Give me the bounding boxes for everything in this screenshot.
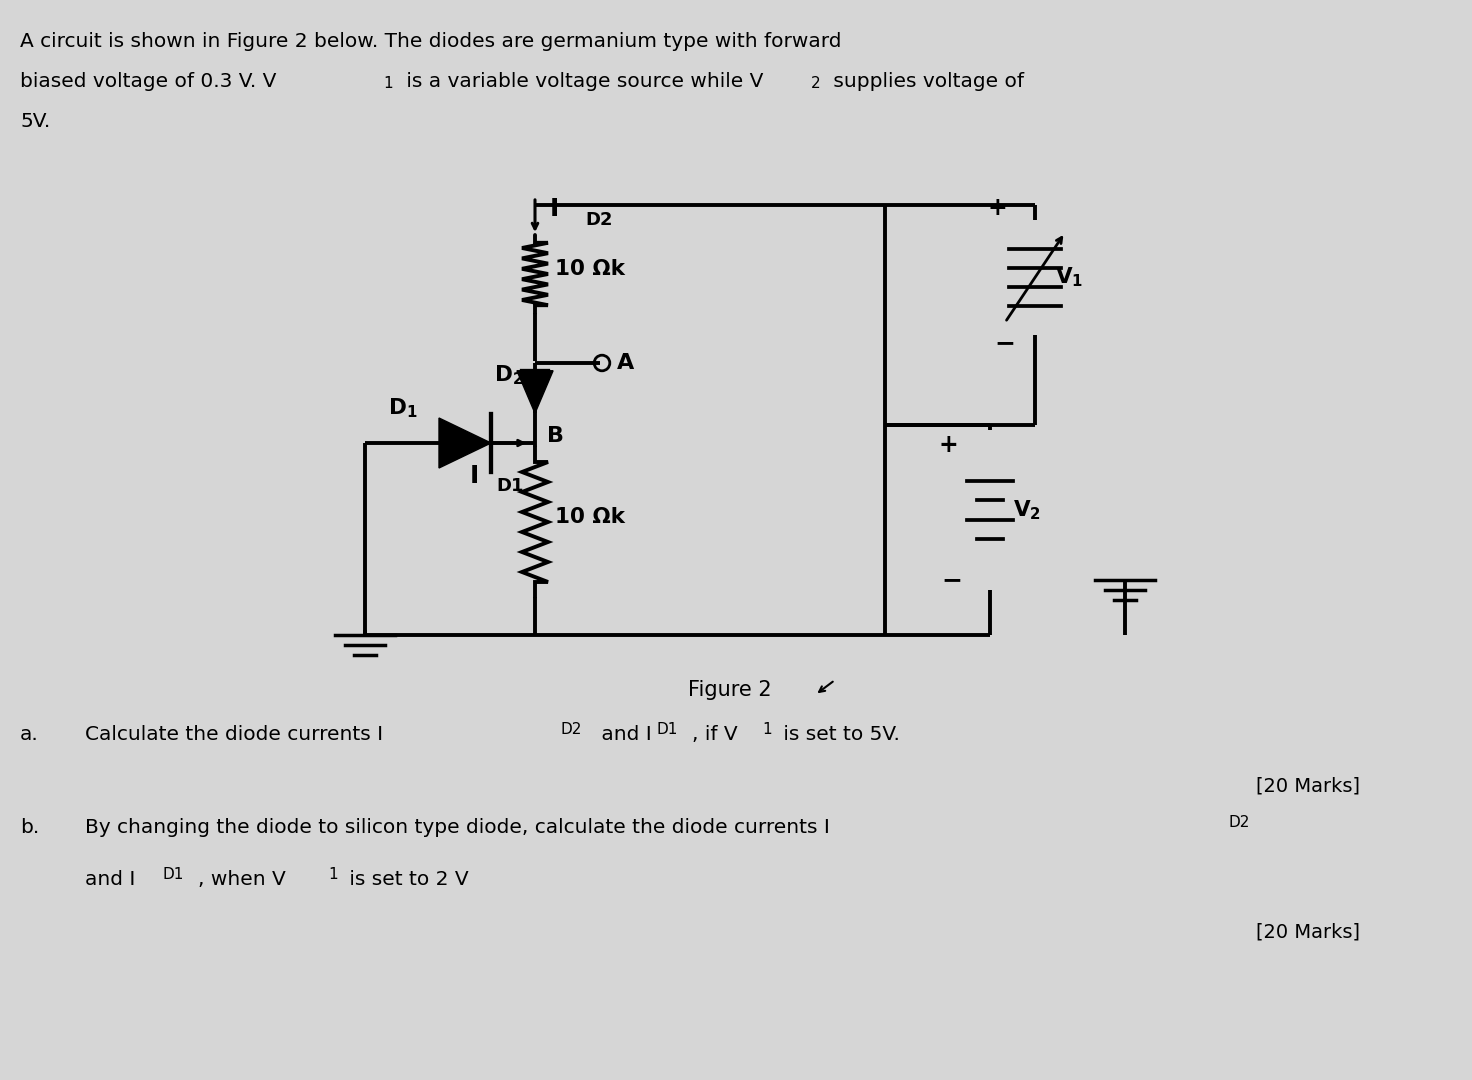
Text: B: B xyxy=(548,426,564,446)
Text: [20 Marks]: [20 Marks] xyxy=(1256,777,1360,796)
Text: $\mathbf{I}$: $\mathbf{I}$ xyxy=(468,464,477,488)
Text: 5V.: 5V. xyxy=(21,112,50,131)
Text: supplies voltage of: supplies voltage of xyxy=(827,72,1025,91)
Text: −: − xyxy=(942,568,963,592)
Text: D1: D1 xyxy=(163,867,184,882)
Text: D1: D1 xyxy=(657,723,679,737)
Text: A circuit is shown in Figure 2 below. The diodes are germanium type with forward: A circuit is shown in Figure 2 below. Th… xyxy=(21,32,842,51)
Text: is a variable voltage source while V: is a variable voltage source while V xyxy=(400,72,764,91)
Text: D2: D2 xyxy=(584,211,612,229)
Text: D2: D2 xyxy=(1228,815,1250,831)
Text: [20 Marks]: [20 Marks] xyxy=(1256,923,1360,942)
Text: $\mathbf{D_2}$: $\mathbf{D_2}$ xyxy=(493,363,523,387)
Text: Figure 2: Figure 2 xyxy=(689,680,771,700)
Text: , if V: , if V xyxy=(692,725,737,744)
Text: , when V: , when V xyxy=(199,870,286,889)
Text: $\mathbf{V_1}$: $\mathbf{V_1}$ xyxy=(1055,266,1083,289)
Text: $\mathbf{D_1}$: $\mathbf{D_1}$ xyxy=(389,396,418,420)
Text: −: − xyxy=(995,330,1016,355)
Text: 10 Ωk: 10 Ωk xyxy=(555,259,626,279)
Polygon shape xyxy=(439,418,492,468)
Text: D2: D2 xyxy=(559,723,581,737)
Text: is set to 2 V: is set to 2 V xyxy=(343,870,468,889)
Text: b.: b. xyxy=(21,818,40,837)
Text: By changing the diode to silicon type diode, calculate the diode currents I: By changing the diode to silicon type di… xyxy=(85,818,830,837)
Polygon shape xyxy=(517,370,553,414)
Text: A: A xyxy=(617,353,634,373)
Text: Calculate the diode currents I: Calculate the diode currents I xyxy=(85,725,383,744)
Text: 1: 1 xyxy=(762,723,771,737)
Text: $\mathbf{V_2}$: $\mathbf{V_2}$ xyxy=(1013,498,1041,522)
Text: +: + xyxy=(938,433,958,457)
Text: biased voltage of 0.3 V. V: biased voltage of 0.3 V. V xyxy=(21,72,277,91)
Text: 1: 1 xyxy=(328,867,337,882)
Text: +: + xyxy=(988,195,1007,220)
Text: D1: D1 xyxy=(496,477,524,495)
Text: 10 Ωk: 10 Ωk xyxy=(555,507,626,527)
Text: is set to 5V.: is set to 5V. xyxy=(777,725,899,744)
Text: 1: 1 xyxy=(383,76,393,91)
Text: and I: and I xyxy=(85,870,135,889)
Text: 2: 2 xyxy=(811,76,820,91)
Text: and I: and I xyxy=(595,725,652,744)
Text: a.: a. xyxy=(21,725,38,744)
Text: $\mathbf{I}$: $\mathbf{I}$ xyxy=(549,197,558,221)
